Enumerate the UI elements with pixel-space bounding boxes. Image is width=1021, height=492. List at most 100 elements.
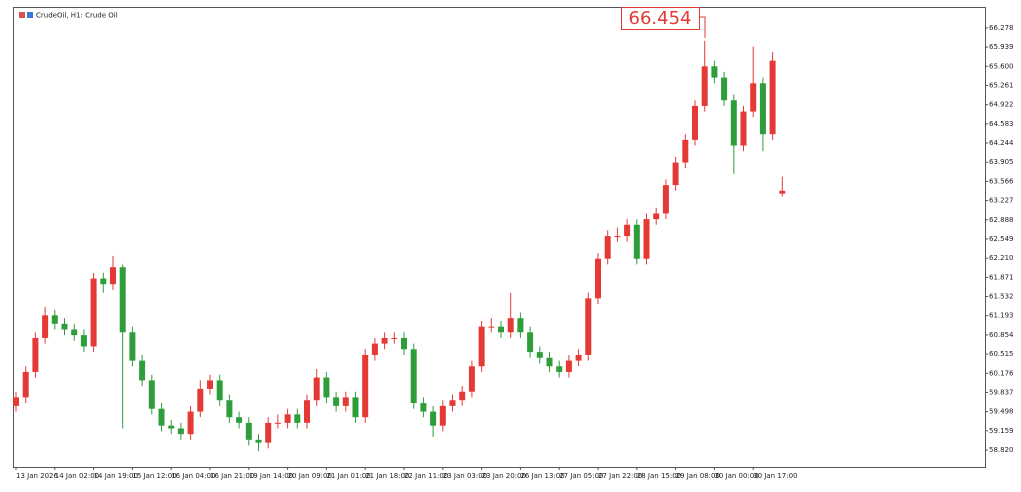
- candle-body: [323, 377, 330, 398]
- candle-body: [139, 360, 146, 381]
- candle-body: [274, 422, 281, 424]
- candle-body: [478, 326, 485, 367]
- candle-body: [71, 329, 78, 336]
- candle-body: [759, 83, 766, 135]
- y-tick-label: 61.193: [989, 312, 1014, 320]
- y-tick-label: 64.244: [989, 139, 1014, 147]
- candle-body: [197, 388, 204, 412]
- x-tick-label: 21 Jan 01:00: [326, 472, 370, 480]
- y-tick-label: 64.583: [989, 120, 1014, 128]
- candle-body: [158, 408, 165, 426]
- candle-body: [546, 357, 553, 367]
- candle-body: [682, 139, 689, 163]
- y-tick-label: 65.261: [989, 81, 1014, 89]
- x-tick-label: 29 Jan 08:00: [676, 472, 720, 480]
- candle-body: [430, 411, 437, 426]
- x-tick-label: 14 Jan 19:00: [94, 472, 138, 480]
- x-tick-label: 20 Jan 09:00: [288, 472, 332, 480]
- annotation-leader: [700, 16, 706, 38]
- candle-body: [265, 422, 272, 443]
- candle-body: [391, 337, 398, 339]
- y-tick-label: 65.939: [989, 43, 1014, 51]
- y-tick-label: 62.549: [989, 235, 1014, 243]
- candle-body: [51, 315, 58, 324]
- candle-body: [565, 360, 572, 372]
- candle-body: [13, 397, 19, 406]
- candle-body: [750, 83, 757, 112]
- y-tick-label: 60.515: [989, 350, 1014, 358]
- candle-body: [575, 354, 582, 361]
- candle-body: [449, 400, 456, 406]
- candle-body: [672, 162, 679, 186]
- annotation-box: [621, 7, 700, 30]
- candle-body: [129, 332, 136, 361]
- candle-body: [22, 371, 29, 398]
- x-tick-label: 23 Jan 03:00: [443, 472, 487, 480]
- candle-body: [730, 100, 737, 146]
- x-tick-label: 27 Jan 05:00: [559, 472, 603, 480]
- x-tick-label: 30 Jan 00:00: [714, 472, 758, 480]
- y-tick-label: 58.820: [989, 446, 1014, 454]
- candle-body: [294, 414, 301, 423]
- y-tick-label: 63.905: [989, 158, 1014, 166]
- price-annotation: 66.454: [621, 7, 706, 38]
- y-tick-label: 63.566: [989, 177, 1014, 185]
- candle-body: [168, 425, 175, 429]
- candle-body: [507, 318, 514, 333]
- candle-body: [527, 332, 534, 353]
- x-tick-label: 19 Jan 14:00: [249, 472, 293, 480]
- x-tick-label: 26 Jan 13:00: [520, 472, 564, 480]
- y-tick-label: 62.888: [989, 216, 1014, 224]
- chart-icon: [19, 12, 25, 18]
- x-tick-label: 15 Jan 12:00: [132, 472, 176, 480]
- candle-body: [284, 414, 291, 423]
- candle-body: [381, 337, 388, 344]
- candle-body: [701, 66, 708, 106]
- candle-body: [119, 267, 126, 333]
- y-tick-label: 66.278: [989, 24, 1014, 32]
- candle-body: [313, 377, 320, 401]
- y-tick-label: 59.159: [989, 427, 1014, 435]
- candle-body: [556, 366, 563, 372]
- candle-body: [61, 323, 68, 330]
- candle-body: [653, 213, 660, 220]
- y-tick-label: 60.176: [989, 369, 1014, 377]
- candle-body: [614, 236, 621, 238]
- candle-body: [711, 66, 718, 78]
- y-tick-label: 59.498: [989, 408, 1014, 416]
- y-tick-label: 62.210: [989, 254, 1014, 262]
- x-tick-label: 14 Jan 02:00: [55, 472, 99, 480]
- candle-body: [536, 352, 543, 358]
- candle-body: [459, 391, 466, 401]
- candle-body: [662, 185, 669, 214]
- candle-body: [236, 417, 243, 423]
- candle-body: [110, 267, 116, 285]
- x-tick-label: 16 Jan 04:00: [171, 472, 215, 480]
- y-tick-label: 59.837: [989, 388, 1014, 396]
- candle-body: [187, 411, 194, 435]
- y-tick-label: 64.922: [989, 101, 1014, 109]
- x-tick-label: 16 Jan 21:00: [210, 472, 254, 480]
- x-tick-label: 21 Jan 18:00: [365, 472, 409, 480]
- candle-body: [226, 400, 233, 418]
- candle-body: [304, 400, 310, 423]
- candle-body: [721, 77, 728, 101]
- candle-body: [468, 366, 475, 392]
- candle-body: [595, 258, 601, 299]
- x-tick-label: 22 Jan 11:00: [404, 472, 448, 480]
- candle-body: [342, 397, 349, 406]
- candle-body: [488, 326, 495, 328]
- candle-body: [420, 403, 427, 412]
- y-tick-label: 60.854: [989, 331, 1014, 339]
- x-tick-label: 30 Jan 17:00: [753, 472, 797, 480]
- candle-body: [498, 326, 504, 333]
- candle-body: [779, 190, 786, 194]
- candle-body: [401, 337, 407, 350]
- candle-body: [740, 111, 747, 146]
- candle-body: [624, 224, 631, 237]
- candle-body: [333, 397, 340, 406]
- candle-body: [100, 278, 107, 285]
- candle-body: [604, 236, 611, 259]
